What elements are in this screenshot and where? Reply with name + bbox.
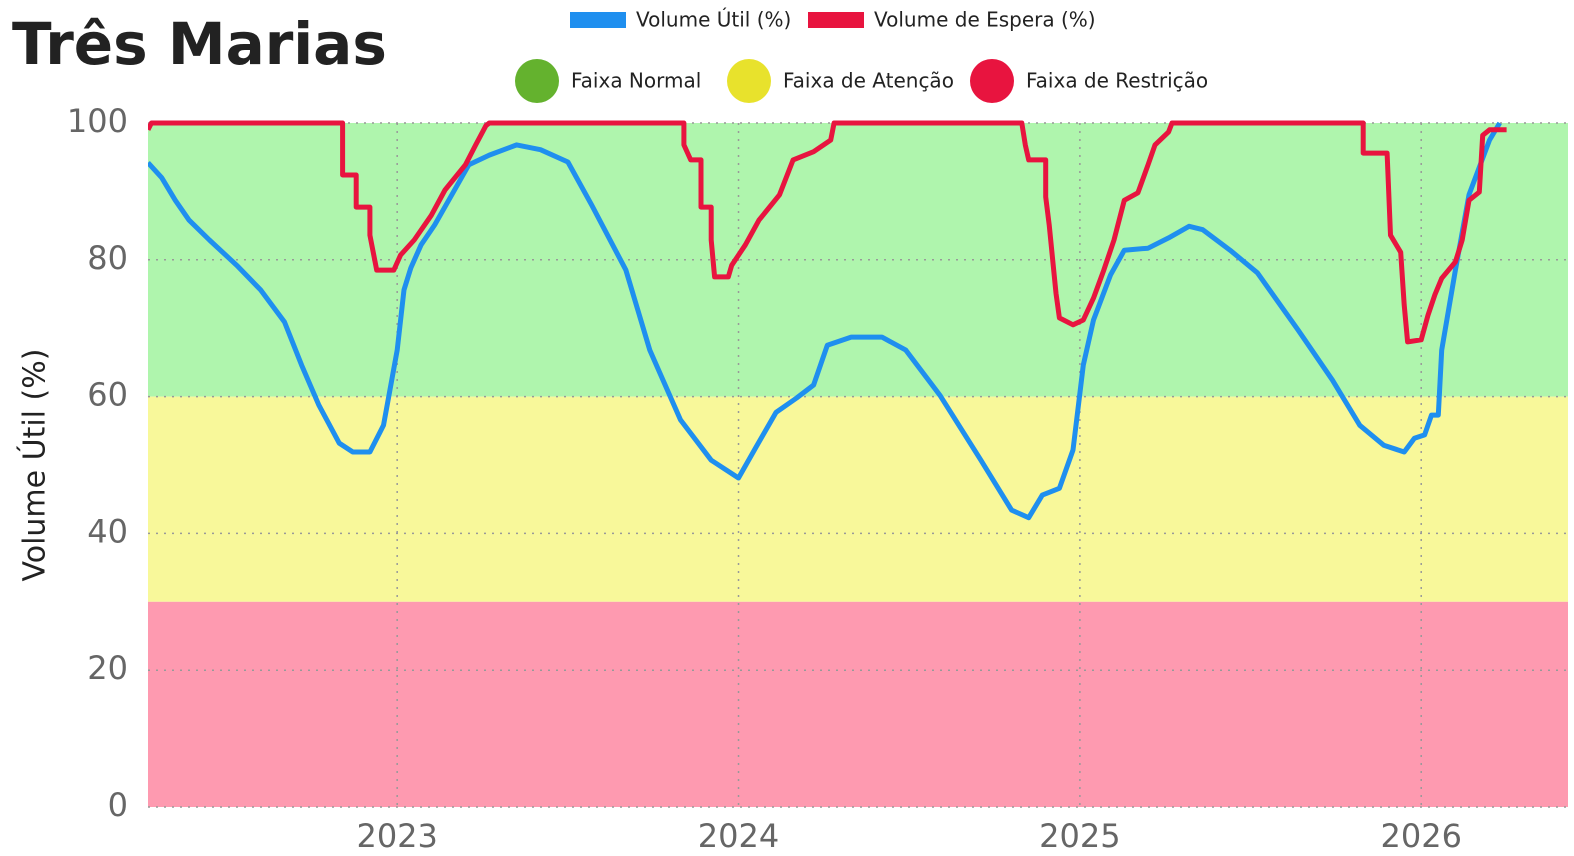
legend-label: Faixa de Atenção bbox=[783, 69, 954, 93]
band bbox=[148, 123, 1568, 397]
bands bbox=[148, 123, 1568, 807]
grid bbox=[148, 122, 1568, 808]
line bbox=[148, 121, 1502, 521]
x-tick-label: 2026 bbox=[1381, 817, 1462, 855]
y-tick-label: 80 bbox=[87, 239, 128, 277]
x-tick-label: 2023 bbox=[356, 817, 437, 855]
y-tick-label: 60 bbox=[87, 376, 128, 414]
x-tick-label: 2024 bbox=[698, 817, 779, 855]
legend-label: Faixa de Restrição bbox=[1026, 69, 1208, 93]
y-tick-label: 100 bbox=[67, 102, 128, 140]
legend-marker bbox=[727, 59, 771, 103]
x-tick-label: 2025 bbox=[1039, 817, 1120, 855]
legend-label: Faixa Normal bbox=[571, 69, 701, 93]
legend-marker bbox=[970, 59, 1014, 103]
line bbox=[148, 120, 1507, 345]
legend-marker bbox=[515, 59, 559, 103]
labels: 0 20 40 60 80 100 2023 2024 2025 2026 Volume Útil … bbox=[67, 8, 1462, 856]
chart-title: Três Marias bbox=[12, 10, 387, 78]
y-tick-label: 40 bbox=[87, 512, 128, 550]
y-axis-label: Volume Útil (%) bbox=[16, 349, 53, 582]
y-tick-label: 0 bbox=[108, 786, 128, 824]
y-tick-label: 20 bbox=[87, 649, 128, 687]
legend-label: Volume de Espera (%) bbox=[874, 8, 1096, 32]
lines bbox=[148, 120, 1507, 521]
band bbox=[148, 601, 1568, 807]
legend-label: Volume Útil (%) bbox=[636, 8, 791, 32]
band bbox=[148, 396, 1568, 602]
legend-swatch bbox=[570, 12, 626, 28]
legend-swatch bbox=[808, 12, 864, 28]
